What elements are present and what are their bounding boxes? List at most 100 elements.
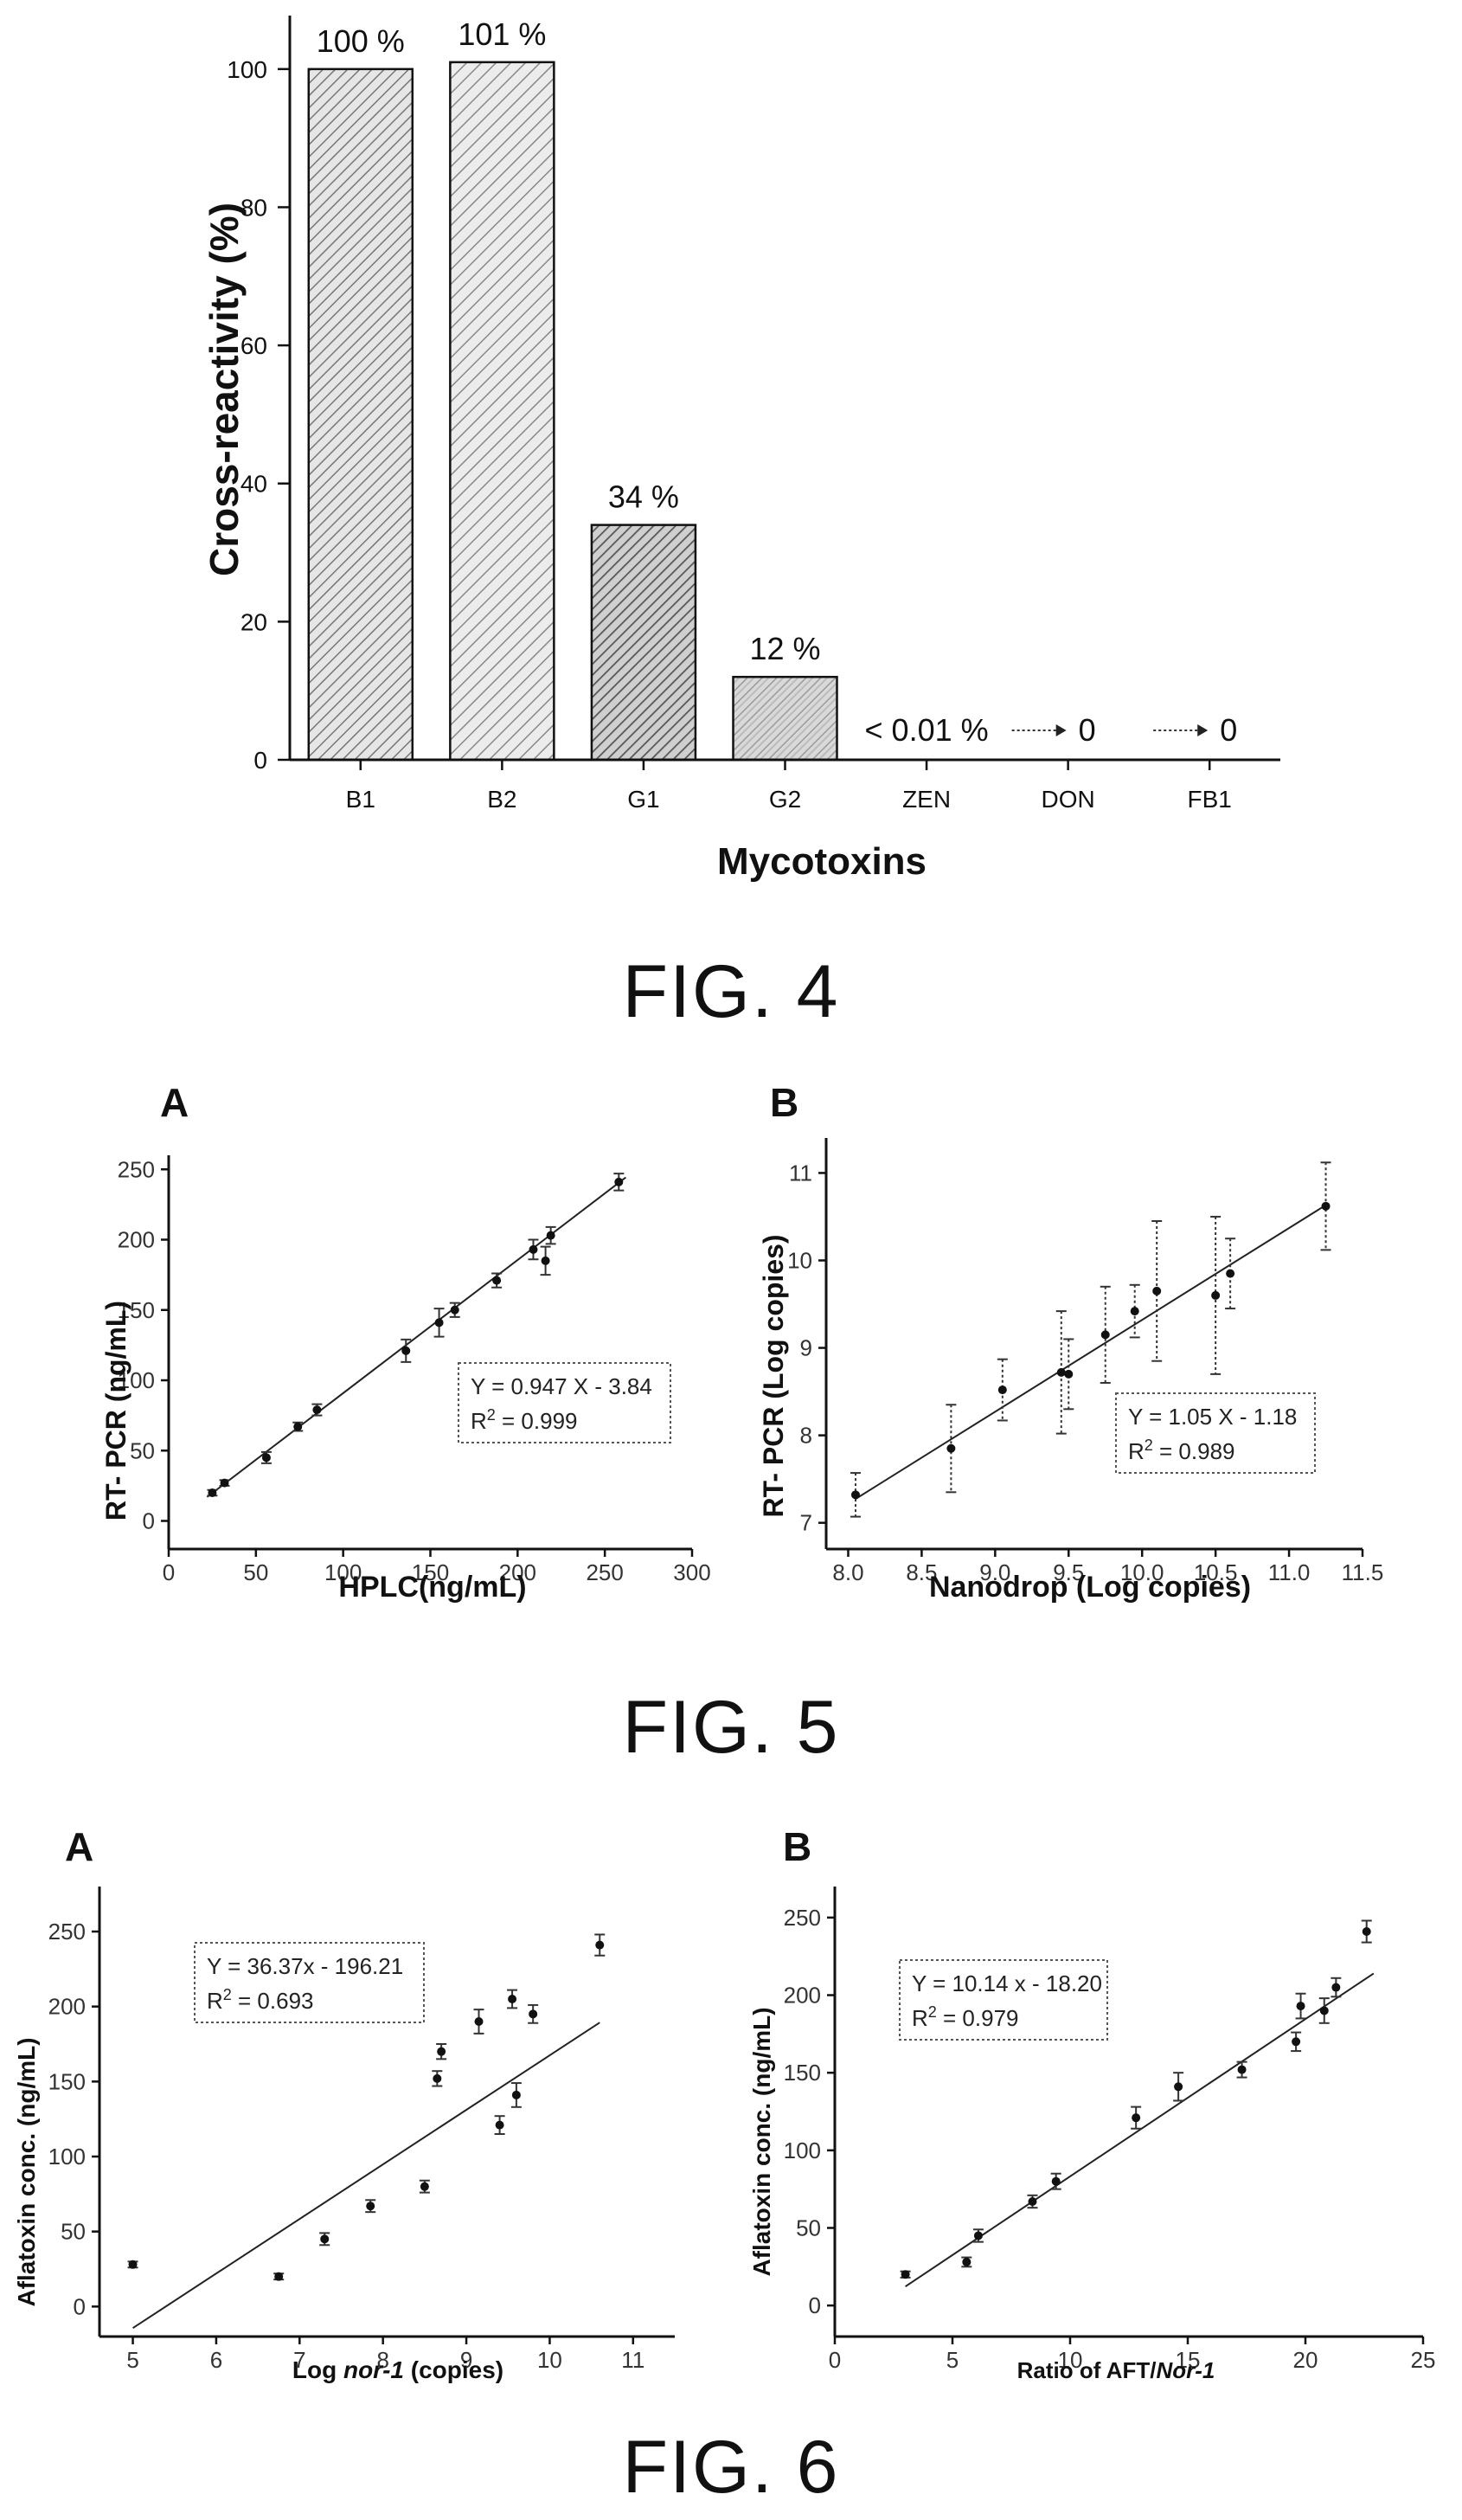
fig5a-data-point [492,1276,502,1285]
fig6-caption: FIG. 6 [623,2426,840,2509]
fig6b-data-point [1331,1983,1341,1992]
fig6b-data-point [1237,2065,1247,2074]
fig5a-data-point [208,1488,217,1497]
fig4-xtick-label: DON [1042,786,1095,813]
fig5a-data-point [529,1244,538,1254]
fig5a-data-point [401,1346,411,1355]
fig5b-fit-line [855,1204,1327,1500]
fig4-xtick-label: G2 [769,786,801,813]
fig5b-data-point [850,1490,860,1500]
fig5a-xtick-label: 100 [324,1559,362,1585]
fig5a-r-squared-value: = 0.999 [496,1408,578,1434]
fig5b-ytick-label: 10 [787,1247,812,1273]
fig4-bar [590,524,697,762]
fig6a-r-squared: R2 = 0.693 [207,1986,314,2014]
fig6a-xlabel-italic: nor-1 [343,2356,404,2383]
fig5a-xtick-label: 300 [673,1559,710,1585]
fig6b-data-point [1028,2197,1037,2206]
fig5a-data-point [220,1478,229,1488]
fig5a-r-squared: R2 = 0.999 [471,1406,578,1434]
fig5b-ytick-label: 7 [800,1510,812,1536]
fig5a-xlabel: HPLC(ng/mL) [338,1571,526,1604]
fig4-arrow-head [1055,724,1067,736]
fig5a-ytick-label: 50 [130,1437,155,1463]
fig4-xtick-label: B1 [346,786,375,813]
fig5b-data-point [1064,1369,1074,1379]
fig6a-fit-line [132,2022,600,2330]
fig6b-data-point [962,2257,971,2266]
fig6b-r-squared-exp: 2 [928,2003,937,2021]
fig6b-ytick-label: 150 [784,2060,821,2086]
fig6a-ytick-label: 100 [48,2144,86,2170]
fig5b-data-point [1211,1290,1221,1300]
fig4-chart: 100 % B1 101 % B2 34 % G1 12 % G2 ZEN DON FB1 < 0.0… [202,16,1280,1033]
fig6b-data-point [1132,2113,1141,2123]
fig4-bar [307,68,414,762]
fig4-ylabel: Cross-reactivity (%) [202,202,247,576]
fig6a-data-point [420,2182,429,2191]
fig5a-data-point [614,1177,624,1186]
fig6b-xlabel-prefix: Ratio of AFT/ [1017,2357,1157,2383]
fig4-bar-label: < 0.01 % [865,712,989,748]
fig4-ytick-label: 40 [240,471,267,498]
fig5a-equation-box [458,1362,671,1443]
fig4-ytick-label: 80 [240,194,267,221]
fig6b-fit-line [905,1972,1375,2288]
fig5a-ylabel: RT- PCR (ng/mL) [100,1301,131,1520]
fig5-chart: A 0 50 100 150 200 250 300 0 50 100 150 200 250 Y = 0… [100,1080,1383,1769]
fig6a-data-point [595,1940,605,1950]
fig6b-ytick-label: 200 [784,1983,821,2009]
fig4-bar [732,675,838,762]
fig5-caption: FIG. 5 [623,1686,840,1769]
fig6a-ylabel: Aflatoxin conc. (ng/mL) [13,2037,40,2306]
fig5b-data-point [1152,1286,1162,1295]
fig6b-data-point [1362,1927,1371,1936]
fig4-xtick-label: B2 [487,786,516,813]
fig6a-data-point [320,2234,330,2244]
fig4-xtick-label: G1 [627,786,659,813]
fig5a-data-point [546,1231,555,1240]
fig4-bar-label: 12 % [749,631,820,666]
fig5b-xtick-label: 8.0 [832,1559,863,1585]
fig6b-data-point [901,2270,910,2279]
fig5a-data-point [434,1318,444,1328]
fig6a-data-point [511,2090,521,2099]
fig6b-data-point [1292,2037,1301,2047]
fig6b-xtick-label: 5 [946,2347,959,2373]
fig5b-xlabel: Nanodrop (Log copies) [929,1571,1251,1604]
fig5a-equation: Y = 0.947 X - 3.84 [471,1373,652,1399]
fig4-xtick-label: ZEN [902,786,951,813]
fig4-ytick-label: 20 [240,608,267,635]
fig6a-r-squared-label: R [207,1988,223,2014]
fig5a-panel-letter: A [160,1080,189,1125]
fig5b-data-point [1226,1269,1235,1278]
fig5a-r-squared-exp: 2 [487,1406,496,1424]
fig5b-data-point [997,1385,1007,1395]
fig5b-data-point [1056,1367,1066,1377]
fig5a-xtick-label: 250 [586,1559,623,1585]
fig6a-xtick-label: 11 [621,2347,644,2373]
fig5b-xtick-label: 11.0 [1268,1559,1311,1585]
fig6b-equation-box [899,1959,1108,2041]
fig6b-xtick-label: 20 [1293,2347,1318,2373]
fig6b-data-point [1174,2082,1183,2092]
fig5b-equation-box [1115,1392,1316,1474]
fig6a-xtick-label: 10 [537,2347,562,2373]
fig6a-xtick-label: 6 [210,2347,222,2373]
fig5b-r-squared-value: = 0.989 [1153,1438,1235,1464]
fig6a-xtick-label: 8 [376,2347,388,2373]
fig4-arrow-head [1197,724,1209,736]
fig6b-ytick-label: 0 [809,2292,821,2318]
fig6b-data-point [1296,2002,1305,2011]
fig6b-xtick-label: 0 [829,2347,841,2373]
fig6b-xtick-label: 10 [1058,2347,1083,2373]
fig5a-ytick-label: 250 [118,1156,155,1182]
fig5b-xtick-label: 8.5 [906,1559,937,1585]
fig4-ytick-label: 60 [240,332,267,359]
fig5b-r-squared-label: R [1128,1438,1145,1464]
fig6a-data-point [128,2260,138,2269]
fig6b-data-point [1319,2006,1329,2015]
fig4-bar-label: 34 % [608,479,679,515]
fig5a-data-point [293,1422,303,1431]
